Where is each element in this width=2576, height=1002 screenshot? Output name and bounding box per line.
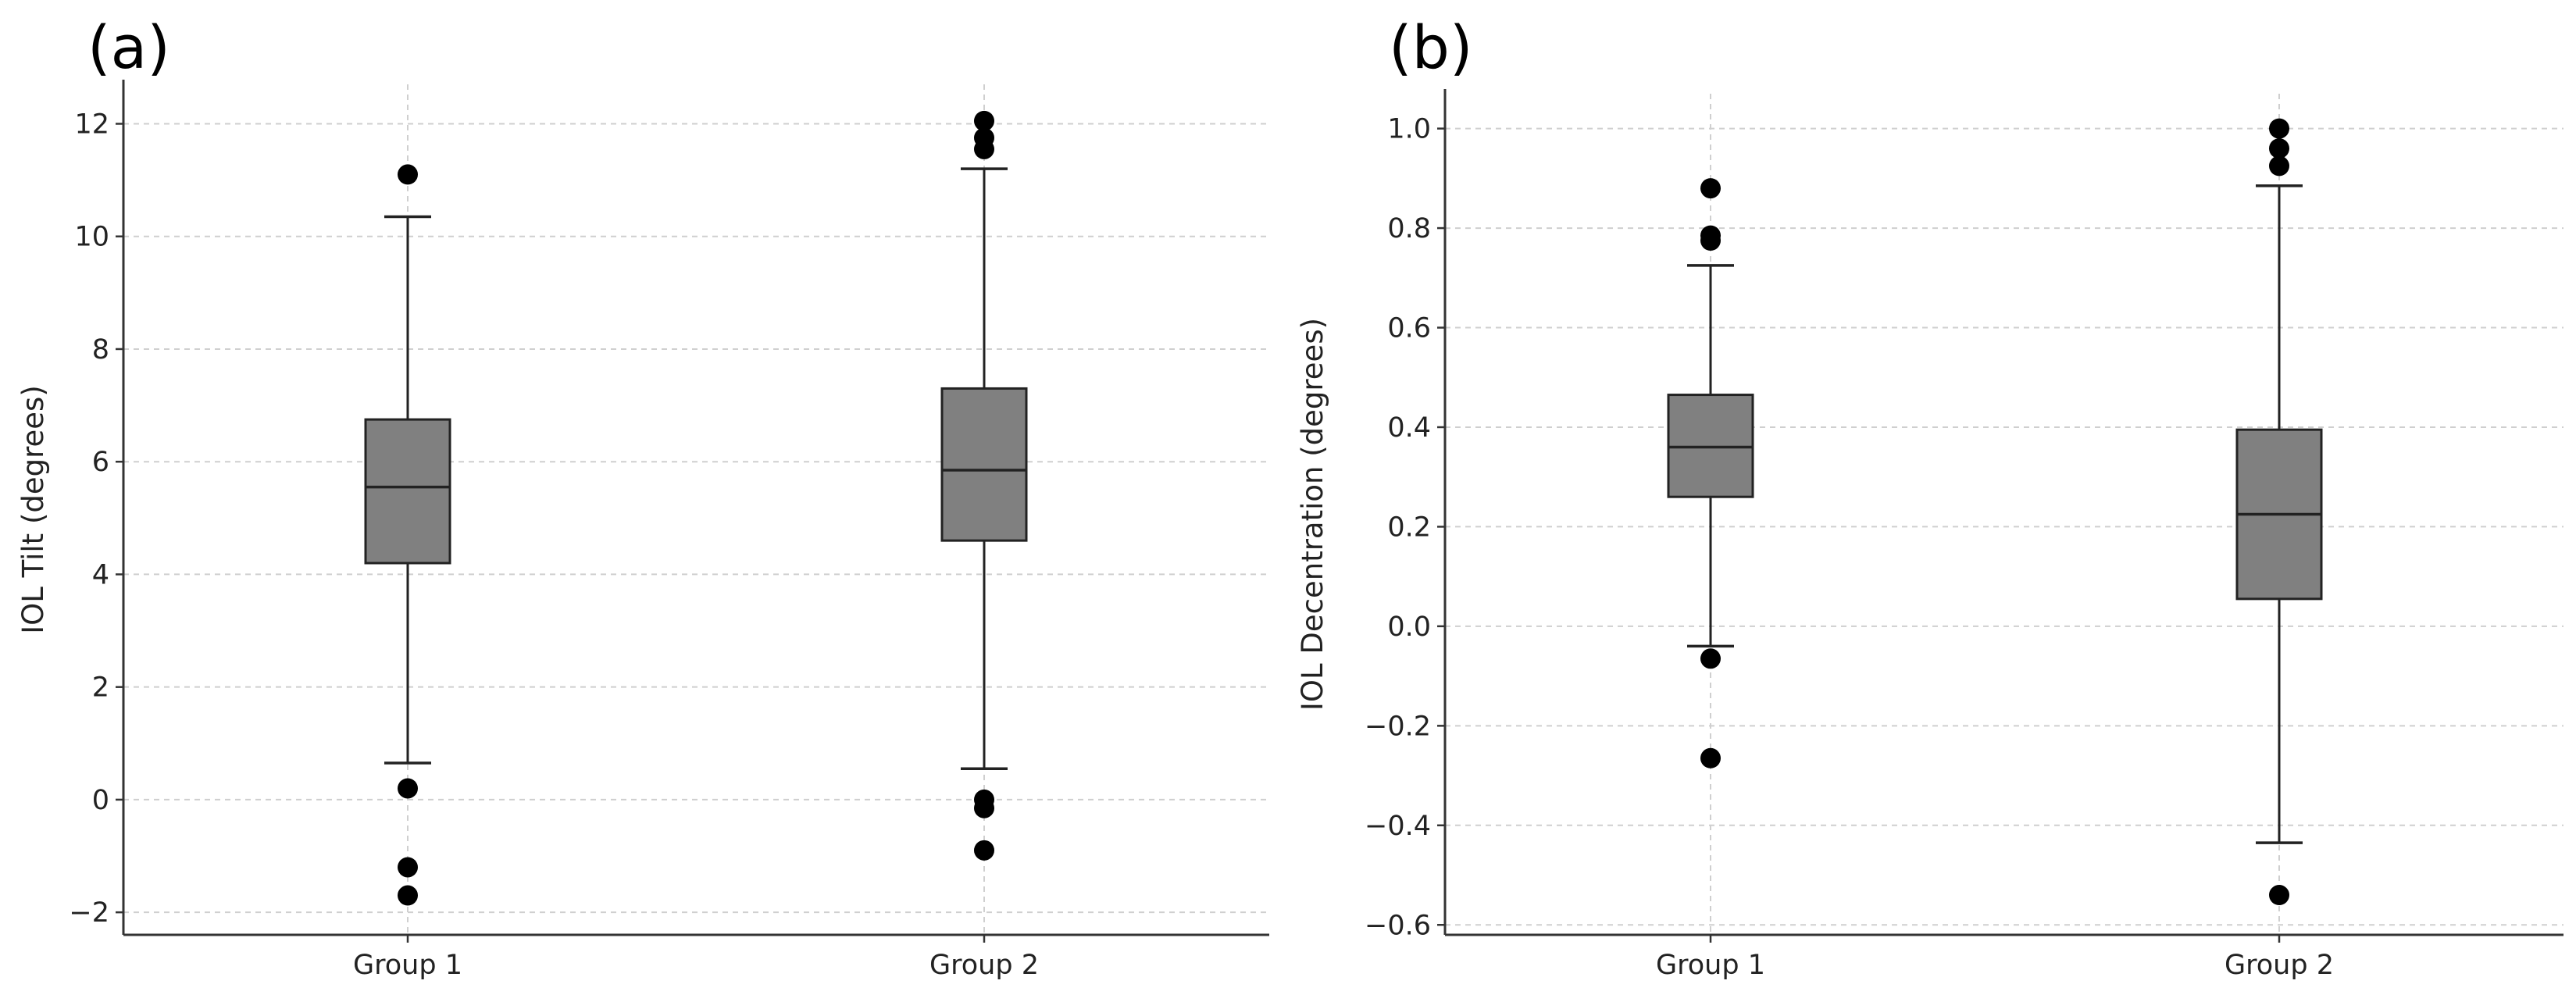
y-tick-label: 0.4 xyxy=(1387,412,1431,444)
box-group-1 xyxy=(364,164,451,906)
x-tick-label: Group 1 xyxy=(1656,950,1765,981)
x-tick-label: Group 2 xyxy=(2225,950,2334,981)
outlier-point xyxy=(2269,885,2289,906)
outlier-point xyxy=(2269,118,2289,139)
y-tick-label: 0.8 xyxy=(1387,213,1431,244)
outlier-point xyxy=(398,164,418,185)
y-tick-label: 0.2 xyxy=(1387,512,1431,543)
outlier-point xyxy=(1700,648,1721,669)
y-tick-label: 10 xyxy=(74,222,109,253)
outlier-point xyxy=(974,840,994,861)
y-axis-title: IOL Decentration (degrees) xyxy=(1296,318,1329,711)
outlier-point xyxy=(974,138,994,159)
y-tick-label: 1.0 xyxy=(1387,114,1431,145)
y-tick-label: 4 xyxy=(92,559,109,590)
y-tick-label: 2 xyxy=(92,672,109,704)
y-tick-label: −0.4 xyxy=(1365,811,1431,842)
box-group-2 xyxy=(2235,118,2323,906)
outlier-point xyxy=(2269,155,2289,177)
outlier-point xyxy=(1700,747,1721,768)
outlier-point xyxy=(398,778,418,799)
iqr-box xyxy=(364,418,451,565)
outlier-point xyxy=(398,857,418,878)
panel-label: (a) xyxy=(87,12,170,82)
y-axis-title: IOL Tilt (degrees) xyxy=(16,385,50,634)
y-tick-label: −0.6 xyxy=(1365,910,1431,941)
outlier-point xyxy=(1700,178,1721,199)
outlier-point xyxy=(398,885,418,906)
outlier-point xyxy=(2269,138,2289,159)
y-tick-label: −0.2 xyxy=(1365,711,1431,742)
y-tick-label: 6 xyxy=(92,447,109,478)
y-tick-label: 0.6 xyxy=(1387,313,1431,344)
outlier-point xyxy=(974,797,994,818)
box-group-2 xyxy=(940,110,1028,861)
box-group-1 xyxy=(1667,178,1754,768)
panel-label: (b) xyxy=(1389,12,1473,82)
iqr-box xyxy=(940,387,1028,542)
outlier-point xyxy=(1700,230,1721,251)
y-tick-label: 0 xyxy=(92,785,109,816)
panel-a: (a) −2 0 2 4 6 8 10 12 IOL Tilt (degrees) Group 1 G… xyxy=(16,12,1269,981)
y-tick-label: 12 xyxy=(74,109,109,140)
x-tick-label: Group 1 xyxy=(353,950,462,981)
outlier-point xyxy=(974,110,994,131)
y-tick-label: −2 xyxy=(69,897,109,929)
y-tick-label: 8 xyxy=(92,334,109,365)
x-tick-label: Group 2 xyxy=(929,950,1039,981)
y-tick-label: 0.0 xyxy=(1387,612,1431,643)
panel-b: (b) −0.6 −0.4 −0.2 0.0 0.2 0.4 0.6 0.8 1.0 IOL Dec… xyxy=(1296,12,2564,981)
